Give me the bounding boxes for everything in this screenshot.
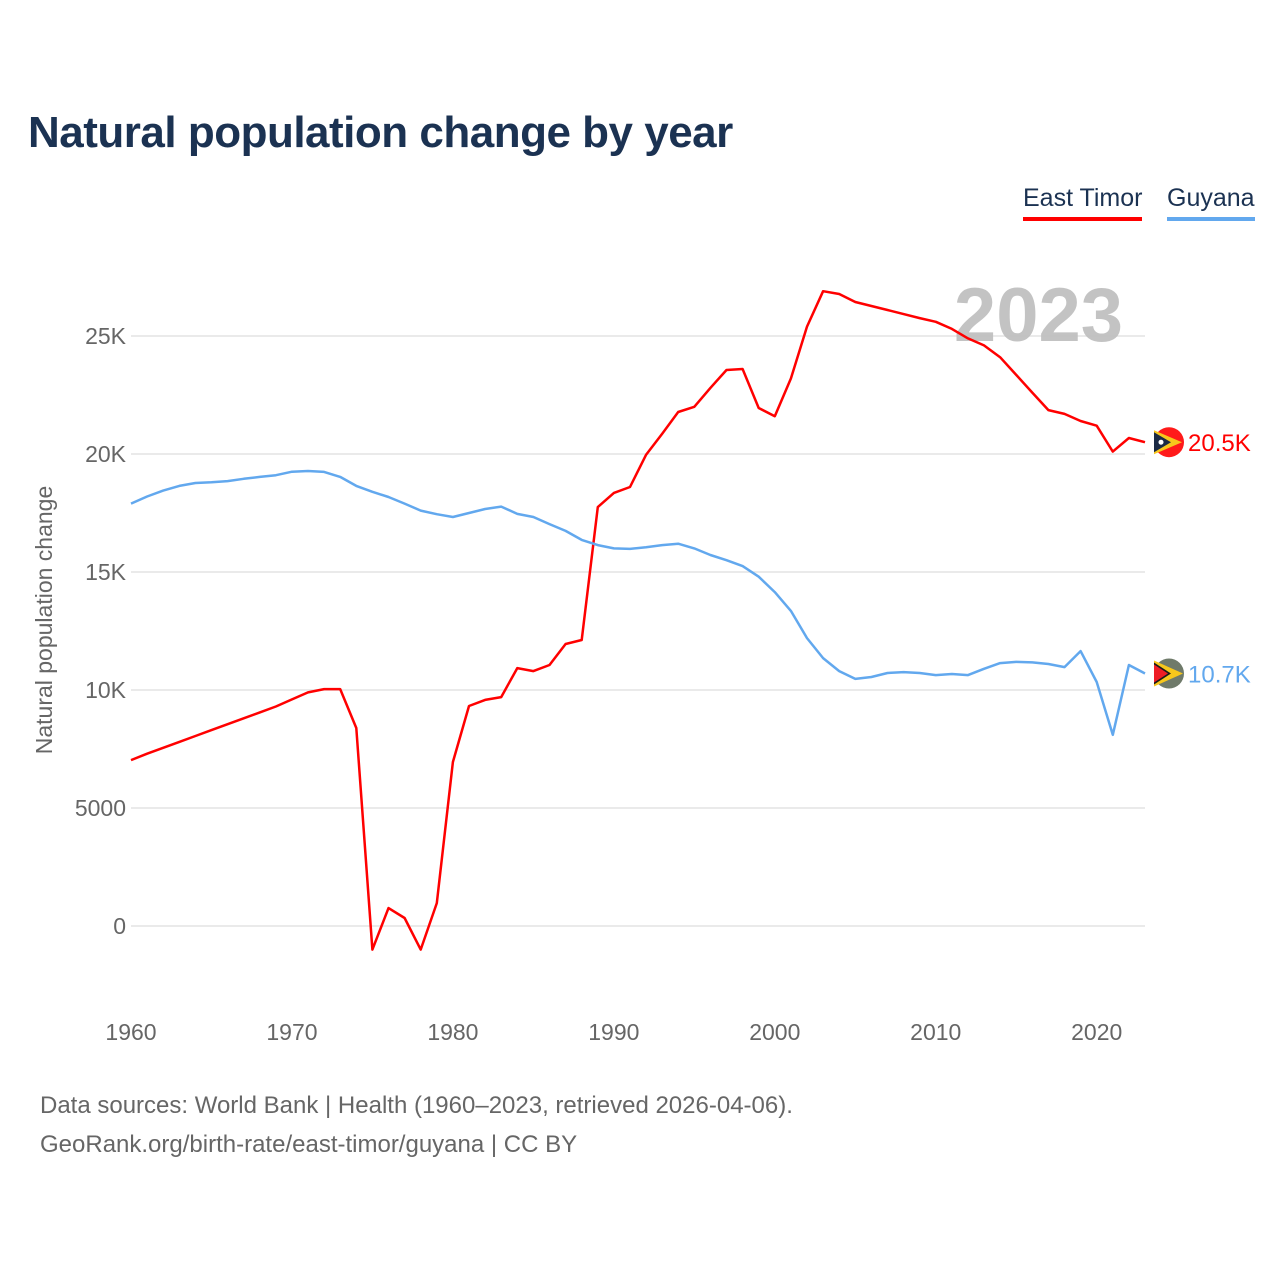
x-tick-label: 1980	[427, 1019, 478, 1045]
y-tick-label: 20K	[85, 441, 127, 467]
x-tick-label: 1970	[266, 1019, 317, 1045]
end-value-label: 20.5K	[1188, 430, 1251, 457]
series-line-guyana[interactable]	[130, 469, 1146, 737]
x-tick-label: 1990	[588, 1019, 639, 1045]
y-tick-label: 0	[113, 913, 126, 939]
end-value-label: 10.7K	[1188, 661, 1251, 688]
x-tick-label: 2020	[1071, 1019, 1122, 1045]
chart-title: Natural population change by year	[28, 108, 733, 157]
x-tick-label: 1960	[105, 1019, 156, 1045]
legend-guyana[interactable]: Guyana	[1167, 184, 1255, 221]
east-timor-flag-icon	[1154, 427, 1184, 458]
y-tick-label: 25K	[85, 323, 127, 349]
footer-link[interactable]: GeoRank.org/birth-rate/east-timor/guyana…	[40, 1131, 578, 1158]
y-tick-label: 10K	[85, 677, 127, 703]
x-tick-label: 2000	[749, 1019, 800, 1045]
y-tick-label: 15K	[85, 559, 127, 585]
footer: Data sources: World Bank | Health (1960–…	[40, 1086, 793, 1164]
y-axis-label: Natural population change	[31, 486, 57, 755]
y-tick-label: 5000	[75, 795, 126, 821]
year-watermark: 2023	[954, 273, 1123, 358]
guyana-flag-icon	[1154, 658, 1184, 689]
footer-sources: Data sources: World Bank | Health (1960–…	[40, 1092, 793, 1119]
legend-east-timor[interactable]: East Timor	[1023, 184, 1143, 221]
series-line-east-timor[interactable]	[130, 289, 1146, 951]
x-tick-label: 2010	[910, 1019, 961, 1045]
